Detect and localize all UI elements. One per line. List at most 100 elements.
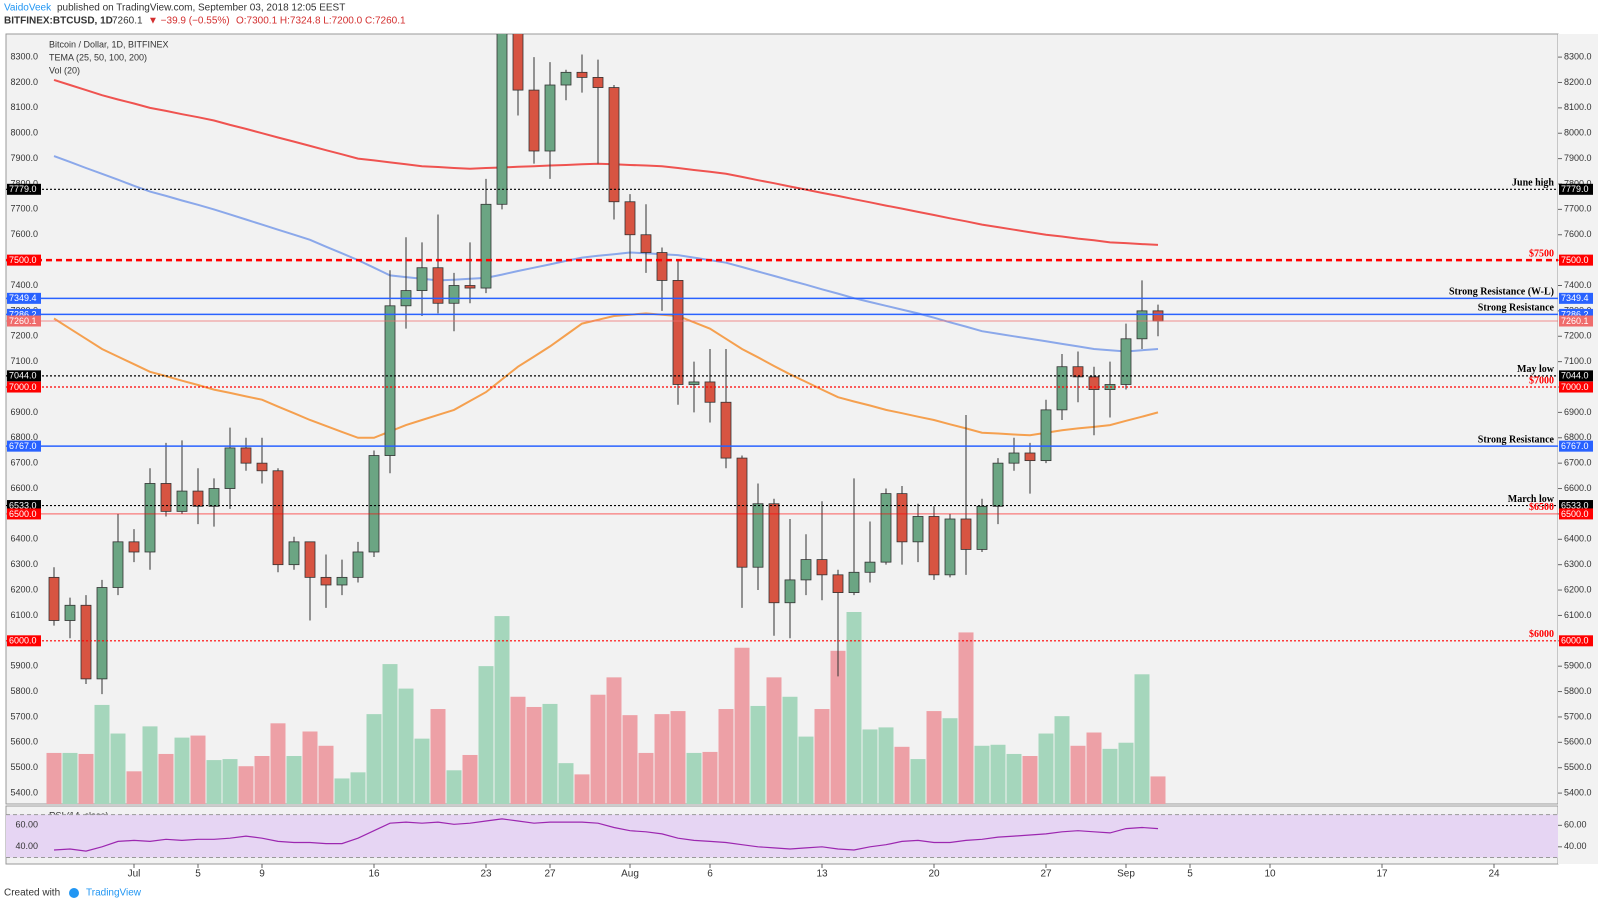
candle-body (848, 571, 860, 593)
y-tick-label-left: 6800.0 (10, 432, 38, 442)
level-badge-left-text: 6000.0 (9, 636, 37, 646)
candle-body (320, 576, 332, 586)
volume-bar (910, 759, 926, 804)
candle-body (464, 285, 476, 289)
volume-bar (782, 696, 798, 804)
symbol: BITFINEX:BTCUSD, 1D (4, 16, 113, 27)
ohlc: O:7300.1 H:7324.8 L:7200.0 C:7260.1 (236, 16, 406, 27)
x-tick-label: 5 (1187, 869, 1193, 880)
author[interactable]: VaidoVeek (4, 3, 52, 14)
footer-brand[interactable]: TradingView (86, 888, 142, 899)
candle-body (416, 267, 428, 291)
candle-body (912, 516, 924, 543)
level-badge-right-text: 6000.0 (1561, 636, 1589, 646)
candle-body (304, 541, 316, 578)
volume-bar (830, 650, 846, 804)
volume-bar (190, 735, 206, 804)
level-badge-left-text: 6500.0 (9, 509, 37, 519)
level-badge-left (7, 292, 41, 304)
candle-body (496, 34, 508, 205)
volume-bar (446, 770, 462, 804)
x-tick-label: 13 (816, 869, 828, 880)
candle-body (368, 455, 380, 553)
volume-bar (990, 744, 1006, 804)
rsi-band (6, 814, 1558, 858)
level-badge-left-text: 7779.0 (9, 184, 37, 194)
volume-bar (46, 752, 62, 804)
candle-body (816, 559, 828, 576)
level-badge-right (1559, 381, 1593, 393)
volume-bar (750, 705, 766, 804)
y-tick-label: 8100.0 (1564, 102, 1592, 112)
candle-body (944, 518, 956, 576)
level-badge-left (7, 440, 41, 452)
level-badge-right (1559, 370, 1593, 382)
candle-body (592, 76, 604, 88)
volume-bar (366, 714, 382, 804)
level-badge-right-text: 7779.0 (1561, 184, 1589, 194)
candle-body (560, 71, 572, 86)
candle-body (224, 447, 236, 489)
candle-body (1056, 366, 1068, 411)
y-tick-label-left: 5900.0 (10, 661, 38, 671)
rsi-tick-label-left: 40.00 (15, 841, 38, 851)
volume-bar (1102, 748, 1118, 804)
level-badge-left-text: 6767.0 (9, 441, 37, 451)
candle-body (896, 493, 908, 543)
y-tick-label: 8300.0 (1564, 51, 1592, 61)
candle-body (880, 493, 892, 563)
level-label: Strong Resistance (1478, 303, 1555, 314)
logo (69, 888, 79, 898)
legend-title: Bitcoin / Dollar, 1D, BITFINEX (49, 39, 169, 49)
y-tick-label-left: 7900.0 (10, 153, 38, 163)
volume-bar (558, 763, 574, 804)
volume-bar (318, 745, 334, 804)
tema-line (53, 78, 1159, 246)
volume-bar (1134, 674, 1150, 804)
volume-bar (382, 664, 398, 804)
y-tick-label: 7400.0 (1564, 280, 1592, 290)
volume-bar (574, 774, 590, 804)
y-tick-label: 5700.0 (1564, 711, 1592, 721)
candle-body (240, 447, 252, 464)
volume-bar (478, 666, 494, 804)
y-tick-label: 5600.0 (1564, 737, 1592, 747)
level-badge-left (7, 308, 41, 320)
volume-bar (238, 766, 254, 804)
y-tick-label: 7900.0 (1564, 153, 1592, 163)
candle-body (128, 541, 140, 553)
volume-bar (702, 751, 718, 804)
volume-bar (350, 772, 366, 804)
volume-bar (1118, 742, 1134, 804)
level-label: March low (1508, 494, 1555, 505)
candle-body (1088, 376, 1100, 390)
volume-bar (686, 752, 702, 804)
x-tick-label: 17 (1376, 869, 1388, 880)
x-tick-label: Aug (621, 869, 639, 880)
legend-volume: Vol (20) (49, 65, 80, 75)
y-tick-label-left: 8200.0 (10, 77, 38, 87)
y-tick-label: 5900.0 (1564, 661, 1592, 671)
y-tick-label-left: 7800.0 (10, 178, 38, 188)
candle-body (960, 518, 972, 550)
candle-body (448, 285, 460, 304)
candle-body (608, 87, 620, 203)
volume-bar (222, 759, 238, 804)
y-tick-label: 6100.0 (1564, 610, 1592, 620)
volume-bar (526, 706, 542, 804)
volume-bar (942, 718, 958, 804)
candle-body (832, 574, 844, 593)
volume-bar (622, 715, 638, 804)
y-tick-label-left: 8000.0 (10, 128, 38, 138)
level-badge-right (1559, 440, 1593, 452)
candle-body (112, 541, 124, 588)
y-tick-label-left: 7100.0 (10, 356, 38, 366)
level-badge-right-text: 7260.1 (1561, 316, 1589, 326)
volume-bar (542, 703, 558, 804)
level-badge-right (1559, 500, 1593, 512)
volume-bar (334, 778, 350, 804)
volume-bar (158, 753, 174, 804)
candle-body (432, 267, 444, 304)
x-tick-label: 10 (1264, 869, 1276, 880)
